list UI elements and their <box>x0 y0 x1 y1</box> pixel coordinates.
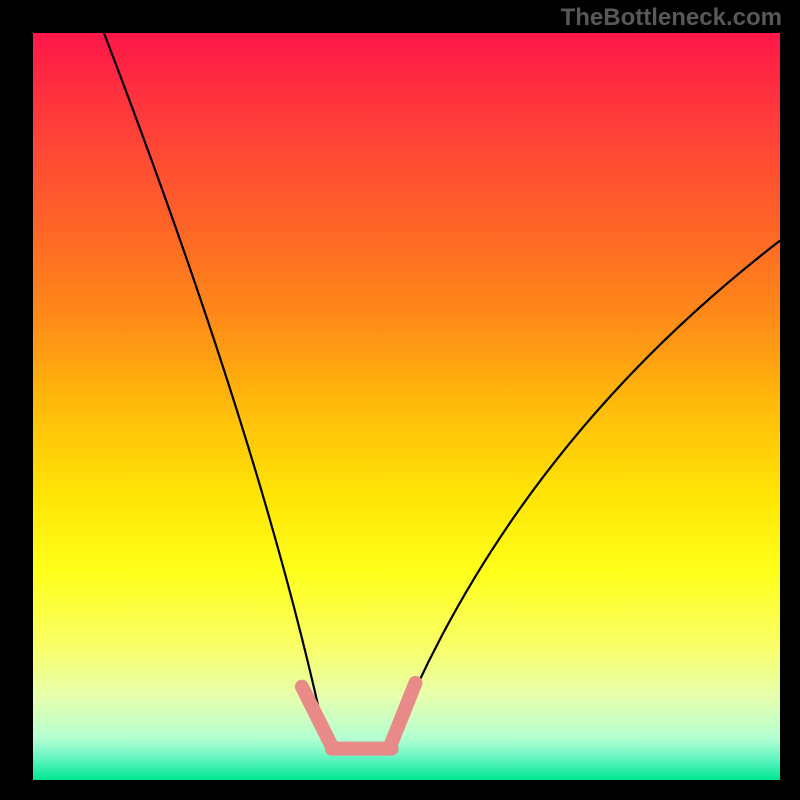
highlight-segment-2 <box>390 683 415 746</box>
bottleneck-curve <box>104 33 780 744</box>
chart-svg <box>0 0 800 800</box>
watermark-text: TheBottleneck.com <box>561 4 782 32</box>
chart-frame: TheBottleneck.com <box>0 0 800 800</box>
